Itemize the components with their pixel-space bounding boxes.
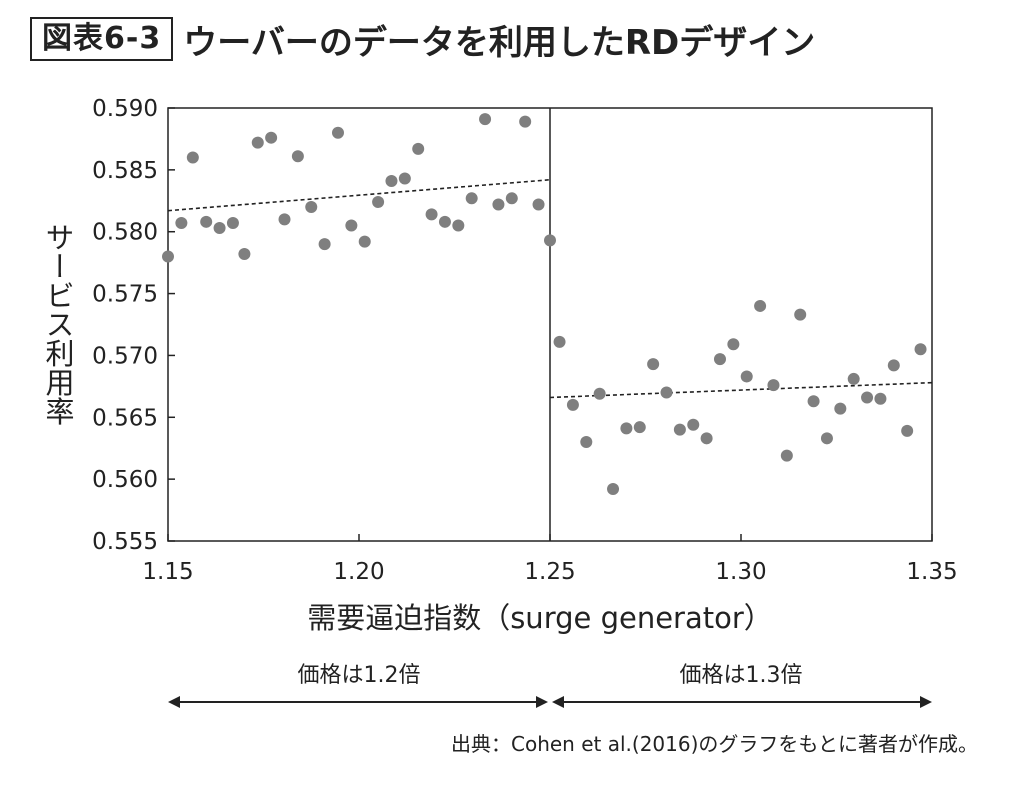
data-point — [358, 235, 371, 248]
data-point — [914, 343, 927, 356]
data-point — [398, 172, 411, 185]
source-note: 出典：Cohen et al.(2016)のグラフをもとに著者が作成。 — [451, 732, 978, 756]
data-point — [553, 335, 566, 348]
data-point — [412, 142, 425, 155]
left-range-arrow-head-right — [536, 696, 548, 708]
y-tick-label: 0.585 — [92, 158, 158, 184]
data-point — [278, 213, 291, 226]
data-point — [331, 126, 344, 139]
left-range-label: 価格は1.2倍 — [298, 663, 421, 688]
data-point — [874, 392, 887, 405]
data-point — [226, 217, 239, 230]
y-tick-label: 0.570 — [92, 343, 158, 369]
y-axis-label: サービス利用率 — [41, 223, 75, 426]
data-point — [593, 387, 606, 400]
data-point — [505, 192, 518, 205]
data-point — [794, 308, 807, 321]
x-tick-label: 1.35 — [906, 559, 957, 585]
data-point — [633, 421, 646, 434]
data-point — [452, 219, 465, 232]
data-point — [251, 136, 264, 149]
data-point — [175, 217, 188, 230]
data-point — [200, 215, 213, 228]
data-point — [318, 238, 331, 251]
data-point — [345, 219, 358, 232]
figure-number: 図表6-3 — [30, 17, 174, 61]
data-point — [727, 338, 740, 351]
trend-line-right — [549, 381, 933, 399]
data-point — [425, 208, 438, 221]
data-point — [213, 222, 226, 235]
data-point — [807, 395, 820, 408]
data-point — [620, 422, 633, 435]
x-tick-label: 1.20 — [333, 559, 384, 585]
x-tick-label: 1.15 — [142, 559, 193, 585]
data-point — [291, 150, 304, 163]
data-point — [660, 386, 673, 399]
data-point — [647, 358, 660, 371]
figure-title: ウーバーのデータを利用したRDデザイン — [183, 22, 816, 63]
data-point — [607, 483, 620, 496]
data-point — [438, 215, 451, 228]
data-point — [754, 299, 767, 312]
y-tick-label: 0.555 — [92, 529, 158, 555]
data-point — [238, 247, 251, 260]
y-tick-label: 0.580 — [92, 220, 158, 246]
right-range-label: 価格は1.3倍 — [680, 663, 803, 688]
data-point — [847, 372, 860, 385]
left-range-arrow-head-left — [168, 696, 180, 708]
x-tick-label: 1.25 — [524, 559, 575, 585]
right-range-arrow-head-right — [920, 696, 932, 708]
data-point — [700, 432, 713, 445]
data-point — [673, 423, 686, 436]
data-point — [820, 432, 833, 445]
data-point — [861, 391, 874, 404]
data-point — [372, 196, 385, 209]
data-point — [767, 379, 780, 392]
data-point — [780, 449, 793, 462]
data-point — [186, 151, 199, 164]
data-point — [305, 200, 318, 213]
data-point — [580, 436, 593, 449]
data-point — [162, 250, 174, 263]
trend-line-left — [167, 178, 551, 212]
y-tick-label: 0.560 — [92, 467, 158, 493]
data-point — [479, 113, 492, 126]
data-point — [492, 198, 505, 211]
y-tick-label: 0.575 — [92, 282, 158, 308]
data-point — [544, 234, 556, 247]
data-point — [740, 370, 753, 383]
data-point — [687, 418, 700, 431]
y-tick-label: 0.590 — [92, 96, 158, 122]
data-point — [713, 353, 726, 366]
right-range-arrow-head-left — [552, 696, 564, 708]
figure-header: 図表6-3 ウーバーのデータを利用したRDデザイン — [30, 14, 815, 64]
y-tick-label: 0.565 — [92, 405, 158, 431]
data-point — [566, 398, 579, 411]
data-point — [519, 115, 532, 128]
data-point — [532, 198, 545, 211]
data-point — [887, 359, 900, 372]
data-point — [465, 192, 478, 205]
data-point — [265, 131, 278, 144]
data-point — [901, 424, 914, 437]
data-point — [385, 174, 398, 187]
x-tick-label: 1.30 — [715, 559, 766, 585]
data-point — [834, 402, 847, 415]
x-axis-label: 需要逼迫指数（surge generator） — [307, 601, 773, 635]
